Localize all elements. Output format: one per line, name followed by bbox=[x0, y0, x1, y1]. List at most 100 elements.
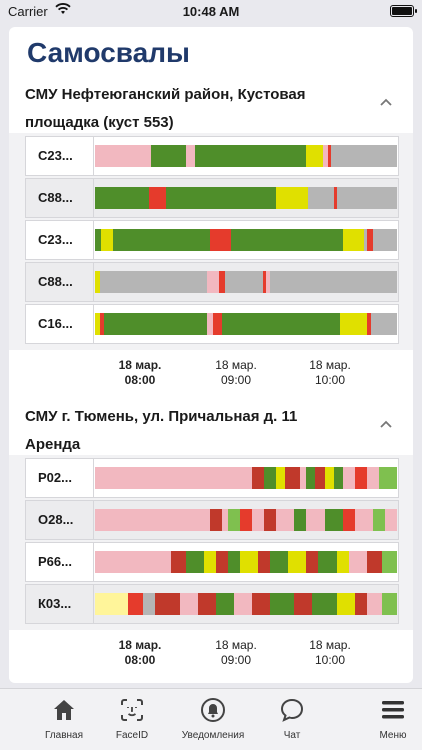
timeline-chart: С23... С88... С23... С88... С16... bbox=[9, 133, 413, 350]
status-segment bbox=[95, 467, 253, 489]
status-segment bbox=[384, 509, 397, 531]
status-segment bbox=[179, 593, 198, 615]
status-segment bbox=[324, 509, 343, 531]
vehicle-row[interactable]: С23... bbox=[9, 220, 413, 262]
status-segment bbox=[333, 467, 343, 489]
status-segment bbox=[339, 313, 367, 335]
tick-time: 10:00 bbox=[314, 653, 346, 667]
status-segment bbox=[239, 551, 259, 573]
status-segment bbox=[323, 145, 328, 167]
axis-tick: 18 мар. 09:00 bbox=[201, 358, 271, 388]
status-segment bbox=[342, 229, 364, 251]
status-segment bbox=[336, 187, 397, 209]
timeline-bar bbox=[95, 509, 397, 531]
status-segment bbox=[233, 593, 253, 615]
chat-icon bbox=[280, 698, 304, 722]
timeline-bar bbox=[95, 145, 397, 167]
vehicle-row[interactable]: О28... bbox=[9, 500, 413, 542]
status-segment bbox=[363, 229, 367, 251]
vehicle-row[interactable]: С23... bbox=[9, 136, 413, 178]
tab-chat[interactable]: Чат bbox=[250, 697, 334, 741]
vehicle-row[interactable]: С88... bbox=[9, 178, 413, 220]
status-segment bbox=[264, 467, 277, 489]
tab-label: FaceID bbox=[115, 730, 149, 741]
timeline-bar bbox=[95, 229, 397, 251]
status-segment bbox=[378, 467, 397, 489]
status-segment bbox=[327, 145, 331, 167]
status-segment bbox=[294, 593, 313, 615]
axis-tick: 18 мар. 09:00 bbox=[201, 638, 271, 668]
vehicle-label: К03... bbox=[25, 584, 93, 624]
status-segment bbox=[170, 551, 186, 573]
tick-date: 18 мар. bbox=[118, 358, 162, 372]
status-segment bbox=[318, 551, 337, 573]
timeline-bar bbox=[95, 467, 397, 489]
status-segment bbox=[264, 509, 277, 531]
tick-time: 10:00 bbox=[314, 373, 346, 387]
status-segment bbox=[288, 551, 307, 573]
status-segment bbox=[270, 271, 397, 293]
tab-label: Меню bbox=[379, 730, 407, 741]
group-title: СМУ Нефтеюганский район, Кустовая площад… bbox=[25, 86, 306, 131]
status-segment bbox=[203, 551, 216, 573]
status-segment bbox=[227, 509, 240, 531]
timeline-bar bbox=[95, 187, 397, 209]
status-segment bbox=[285, 467, 301, 489]
tab-menu[interactable]: Меню bbox=[351, 697, 422, 741]
status-segment bbox=[300, 467, 307, 489]
tab-faceid[interactable]: FaceID bbox=[90, 697, 174, 741]
tick-date: 18 мар. bbox=[118, 638, 162, 652]
status-segment bbox=[381, 593, 397, 615]
status-segment bbox=[218, 271, 225, 293]
status-segment bbox=[294, 509, 307, 531]
tab-label: Уведомления bbox=[181, 730, 245, 741]
status-segment bbox=[252, 509, 265, 531]
group-header[interactable]: СМУ Нефтеюганский район, Кустовая площад… bbox=[9, 75, 413, 133]
status-segment bbox=[95, 593, 129, 615]
site-group: СМУ г. Тюмень, ул. Причальная д. 11 Арен… bbox=[9, 397, 413, 682]
tab-home[interactable]: Главная bbox=[22, 697, 106, 741]
vehicle-label: С88... bbox=[25, 262, 93, 302]
status-segment bbox=[95, 271, 100, 293]
status-segment bbox=[306, 551, 319, 573]
status-segment bbox=[99, 313, 105, 335]
status-bar: Carrier 10:48 AM bbox=[0, 0, 422, 24]
status-segment bbox=[197, 593, 216, 615]
timeline-bar bbox=[95, 313, 397, 335]
tab-notifications[interactable]: Уведомления bbox=[171, 697, 255, 741]
status-segment bbox=[306, 145, 323, 167]
chevron-up-icon[interactable] bbox=[379, 417, 393, 431]
status-segment bbox=[95, 187, 150, 209]
status-segment bbox=[372, 509, 385, 531]
tab-label: Чат bbox=[283, 730, 301, 741]
status-segment bbox=[185, 551, 204, 573]
status-segment bbox=[209, 229, 231, 251]
status-segment bbox=[336, 551, 349, 573]
carrier-label: Carrier bbox=[8, 4, 48, 19]
status-segment bbox=[354, 467, 367, 489]
tick-date: 18 мар. bbox=[215, 358, 257, 372]
status-segment bbox=[165, 187, 277, 209]
status-segment bbox=[209, 509, 222, 531]
main-card: Самосвалы СМУ Нефтеюганский район, Кусто… bbox=[9, 27, 413, 683]
group-title: СМУ г. Тюмень, ул. Причальная д. 11 Арен… bbox=[25, 408, 298, 453]
status-segment bbox=[215, 593, 234, 615]
status-segment bbox=[185, 145, 195, 167]
status-segment bbox=[324, 467, 334, 489]
vehicle-row[interactable]: К03... bbox=[9, 584, 413, 626]
vehicle-label: С16... bbox=[25, 304, 93, 344]
chevron-up-icon[interactable] bbox=[379, 95, 393, 109]
status-segment bbox=[371, 313, 397, 335]
status-segment bbox=[95, 229, 102, 251]
vehicle-row[interactable]: С16... bbox=[9, 304, 413, 346]
vehicle-row[interactable]: Р02... bbox=[9, 458, 413, 500]
vehicle-row[interactable]: С88... bbox=[9, 262, 413, 304]
axis-tick: 18 мар. 08:00 bbox=[105, 358, 175, 388]
status-segment bbox=[95, 313, 100, 335]
status-segment bbox=[101, 229, 114, 251]
status-segment bbox=[354, 509, 373, 531]
vehicle-row[interactable]: Р66... bbox=[9, 542, 413, 584]
status-segment bbox=[224, 271, 263, 293]
group-header[interactable]: СМУ г. Тюмень, ул. Причальная д. 11 Арен… bbox=[9, 397, 413, 455]
status-segment bbox=[354, 593, 367, 615]
